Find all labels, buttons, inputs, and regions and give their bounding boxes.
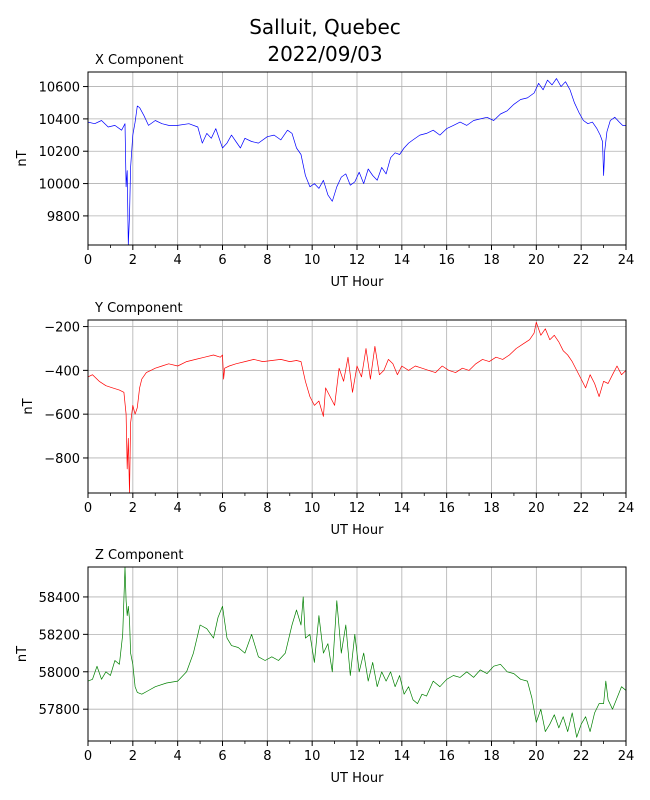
x-xtick-label: 4 [174,253,182,268]
z-yaxis-label: nT [15,646,30,662]
y-xtick-label: 16 [438,501,455,516]
z-xtick-label: 16 [438,749,455,764]
y-xtick-label: 0 [84,501,92,516]
x-component-panel: 0 2 4 6 8 10 12 14 16 18 20 22 249800100001020010400… [15,53,634,290]
y-xtick-label: 20 [528,501,545,516]
z-series-line [88,567,626,738]
z-ytick-label: 58000 [39,666,80,681]
z-ytick-label: 57800 [39,703,80,718]
z-xaxis-label: UT Hour [331,771,385,786]
z-component-panel: 0 2 4 6 8 10 12 14 16 18 20 22 245780058000582005840… [15,548,634,786]
z-xtick-label: 8 [263,749,271,764]
x-ytick-label: 10000 [39,178,80,193]
x-ytick-label: 10200 [39,145,80,160]
y-ytick-label: −800 [44,452,80,467]
y-xtick-label: 6 [218,501,226,516]
y-xtick-label: 14 [394,501,411,516]
z-xtick-label: 0 [84,749,92,764]
x-xaxis-label: UT Hour [331,275,385,290]
z-xtick-label: 20 [528,749,545,764]
y-series-line [88,321,626,493]
y-xtick-label: 12 [349,501,366,516]
y-xtick-label: 24 [618,501,635,516]
y-xtick-label: 18 [483,501,500,516]
y-xaxis-label: UT Hour [331,523,385,538]
z-xtick-label: 4 [174,749,182,764]
figure-title-line1: Salluit, Quebec [249,15,401,39]
x-yaxis-label: nT [15,150,30,166]
y-xtick-label: 10 [304,501,321,516]
y-ytick-label: −600 [44,408,80,423]
x-xtick-label: 0 [84,253,92,268]
y-ytick-label: −400 [44,364,80,379]
z-panel-title: Z Component [95,548,184,563]
x-xtick-label: 24 [618,253,635,268]
y-xtick-label: 4 [174,501,182,516]
z-xtick-label: 24 [618,749,635,764]
x-xtick-label: 12 [349,253,366,268]
y-ytick-label: −200 [44,321,80,336]
y-panel-title: Y Component [94,301,183,316]
z-xtick-label: 14 [394,749,411,764]
x-xtick-label: 6 [218,253,226,268]
x-xtick-label: 8 [263,253,271,268]
x-xtick-label: 10 [304,253,321,268]
x-xtick-label: 18 [483,253,500,268]
z-ytick-label: 58400 [39,591,80,606]
x-series-line [88,78,626,245]
z-xtick-label: 6 [218,749,226,764]
z-xtick-label: 22 [573,749,590,764]
x-xtick-label: 14 [394,253,411,268]
y-xtick-label: 8 [263,501,271,516]
x-ytick-label: 9800 [47,210,80,225]
x-xtick-label: 16 [438,253,455,268]
x-ytick-label: 10400 [39,113,80,128]
x-xtick-label: 22 [573,253,590,268]
x-panel-title: X Component [95,53,184,68]
y-xtick-label: 2 [129,501,137,516]
z-xtick-label: 18 [483,749,500,764]
x-xtick-label: 2 [129,253,137,268]
z-xtick-label: 10 [304,749,321,764]
panels: 0 2 4 6 8 10 12 14 16 18 20 22 249800100001020010400… [15,53,634,786]
y-xtick-label: 22 [573,501,590,516]
figure-title-line2: 2022/09/03 [267,42,382,66]
x-xtick-label: 20 [528,253,545,268]
z-ytick-label: 58200 [39,628,80,643]
y-yaxis-label: nT [21,398,36,414]
z-xtick-label: 12 [349,749,366,764]
z-xtick-label: 2 [129,749,137,764]
x-ytick-label: 10600 [39,81,80,96]
